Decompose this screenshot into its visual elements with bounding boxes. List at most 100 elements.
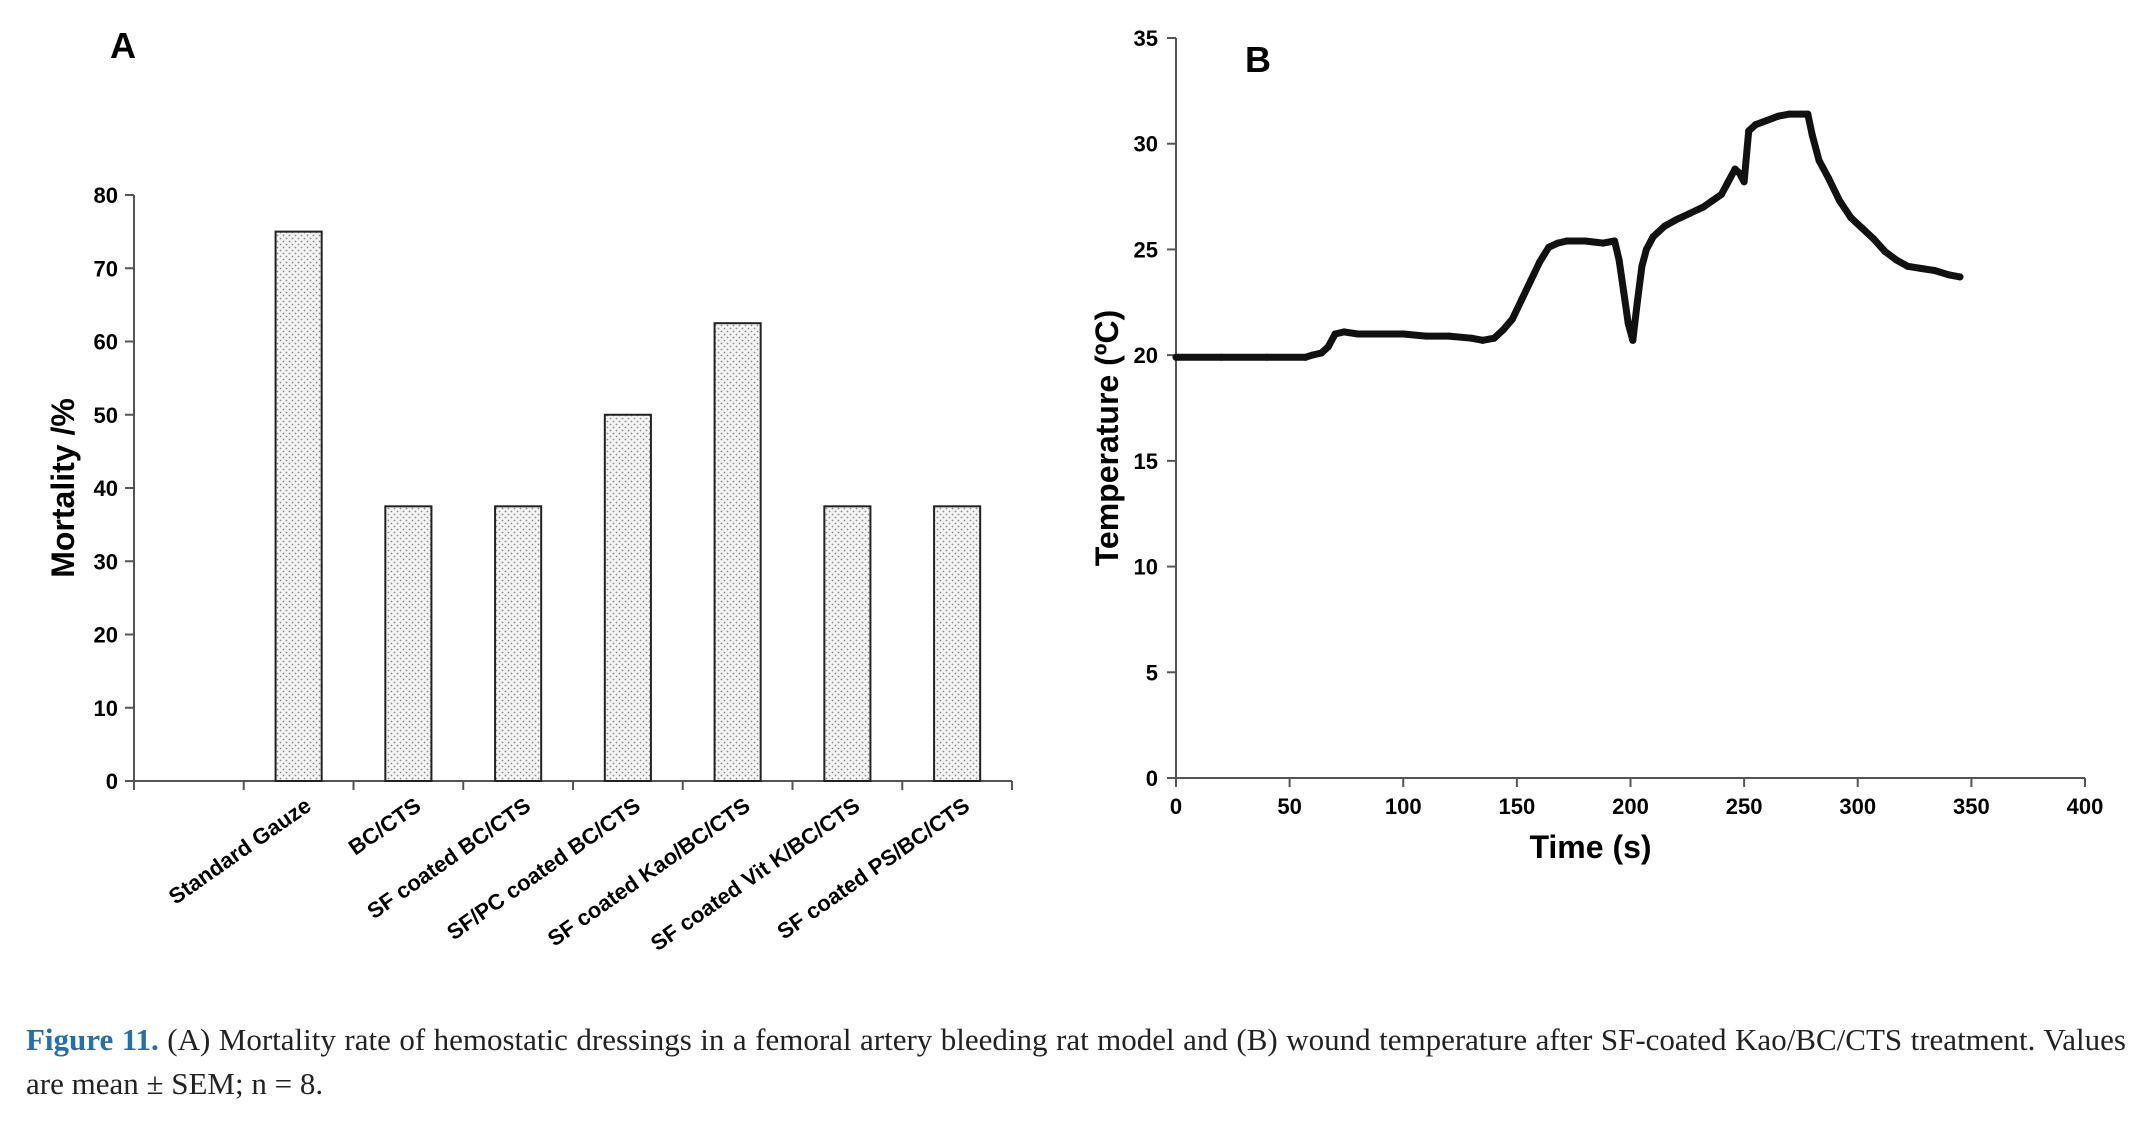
panel-b-data-point xyxy=(1508,315,1516,323)
panel-b-data-point xyxy=(1517,296,1525,304)
panel-a-y-tick-label: 70 xyxy=(94,256,118,281)
panel-b-data-point xyxy=(1649,233,1657,241)
panel-b-data-point xyxy=(1774,112,1782,120)
panel-b-x-tick-label: 150 xyxy=(1499,794,1536,819)
panel-b-data-point xyxy=(1858,224,1866,232)
panel-a-bar xyxy=(823,505,872,782)
panel-b-data-point xyxy=(1870,235,1878,243)
panel-b-data-point xyxy=(1563,237,1571,245)
panel-b-x-tick-label: 300 xyxy=(1839,794,1876,819)
panel-a-category-label: SF coated Kao/BC/CTS xyxy=(543,793,755,952)
panel-b-data-point xyxy=(1172,353,1180,361)
panel-b-data-point xyxy=(1736,169,1744,177)
panel-b-data-point xyxy=(1499,326,1507,334)
panel-b-data-point xyxy=(1467,334,1475,342)
panel-b-data-point xyxy=(1786,110,1794,118)
panel-b-data-point xyxy=(1624,319,1632,327)
panel-b-data-point xyxy=(1797,110,1805,118)
panel-b-data-point xyxy=(1324,343,1332,351)
panel-b-data-point xyxy=(1847,214,1855,222)
panel-b-data-point xyxy=(1731,165,1739,173)
panel-b-data-point xyxy=(1708,197,1716,205)
panel-b-data-point xyxy=(1545,243,1553,251)
panel-a-y-axis-title: Mortality /% xyxy=(45,398,81,578)
panel-b-data-point xyxy=(1422,332,1430,340)
panel-b-data-point xyxy=(1956,273,1964,281)
panel-a-category-label: SF coated PS/BC/CTS xyxy=(772,793,974,945)
panel-b-data-point xyxy=(1217,353,1225,361)
panel-b-data-point xyxy=(1527,277,1535,285)
panel-b-data-point xyxy=(1445,332,1453,340)
panel-b-data-point xyxy=(1638,262,1646,270)
panel-b-x-tick-label: 100 xyxy=(1385,794,1422,819)
panel-b-data-point xyxy=(1945,271,1953,279)
panel-b-data-point xyxy=(1611,237,1619,245)
panel-a-bar xyxy=(384,505,433,782)
panel-b-data-point xyxy=(1740,178,1748,186)
panel-b-data-point xyxy=(1490,334,1498,342)
panel-b-data-point xyxy=(1354,330,1362,338)
panel-b-data-point xyxy=(1642,245,1650,253)
panel-b-data-point xyxy=(1377,330,1385,338)
panel-b-data-point xyxy=(1804,110,1812,118)
panel-a-y-tick-label: 80 xyxy=(94,183,118,208)
panel-a-y-tick-label: 10 xyxy=(94,696,118,721)
panel-b-x-axis-title: Time (s) xyxy=(1529,829,1651,865)
panel-b-data-point xyxy=(1815,157,1823,165)
panel-b-data-point xyxy=(1633,298,1641,306)
panel-b-data-point xyxy=(1340,328,1348,336)
panel-a-bar xyxy=(494,505,543,782)
panel-b-x-tick-label: 400 xyxy=(2067,794,2104,819)
panel-b-data-point xyxy=(1686,209,1694,217)
panel-b-y-tick-label: 25 xyxy=(1134,237,1158,262)
panel-b-y-tick-label: 0 xyxy=(1146,766,1158,791)
panel-b-data-point xyxy=(1479,336,1487,344)
panel-b-data-point xyxy=(1824,174,1832,182)
panel-b-data-point xyxy=(1615,256,1623,264)
panel-a-y-tick-label: 20 xyxy=(94,623,118,648)
panel-a-label: A xyxy=(110,25,136,66)
panel-a-category-label: SF coated Vit K/BC/CTS xyxy=(646,793,864,956)
figure-caption: Figure 11. (A) Mortality rate of hemosta… xyxy=(26,1018,2126,1106)
panel-b-x-tick-label: 350 xyxy=(1953,794,1990,819)
panel-b-y-tick-label: 20 xyxy=(1134,343,1158,368)
panel-b-data-point xyxy=(1904,262,1912,270)
panel-a-y-tick-label: 60 xyxy=(94,330,118,355)
panel-b-data-point xyxy=(1661,222,1669,230)
panel-b-data-point xyxy=(1581,237,1589,245)
panel-a-bar xyxy=(274,230,323,782)
panel-b-data-point xyxy=(1808,131,1816,139)
panel-b-y-tick-label: 15 xyxy=(1134,449,1158,474)
panel-b-data-point xyxy=(1399,330,1407,338)
panel-a-y-tick-label: 30 xyxy=(94,549,118,574)
panel-b-data-point xyxy=(1917,264,1925,272)
panel-a-bar xyxy=(933,505,982,782)
panel-b-data-point xyxy=(1881,248,1889,256)
panel-b-x-tick-label: 200 xyxy=(1612,794,1649,819)
panel-b-series-line xyxy=(1172,110,1964,361)
panel-a-category-label: BC/CTS xyxy=(344,793,425,860)
panel-b-data-point xyxy=(1331,330,1339,338)
panel-b-data-point xyxy=(1302,353,1310,361)
panel-b-y-tick-label: 10 xyxy=(1134,555,1158,580)
panel-b-x-tick-label: 50 xyxy=(1277,794,1301,819)
panel-a-y-tick-label: 0 xyxy=(106,769,118,794)
panel-b-data-point xyxy=(1263,353,1271,361)
panel-a-category-label: Standard Gauze xyxy=(164,793,316,910)
panel-b-data-point xyxy=(1892,256,1900,264)
panel-b-data-point xyxy=(1717,190,1725,198)
figure-caption-text: (A) Mortality rate of hemostatic dressin… xyxy=(26,1022,2126,1101)
panel-b-data-point xyxy=(1317,349,1325,357)
panel-a-y-tick-label: 50 xyxy=(94,403,118,428)
panel-a-bar xyxy=(603,413,652,782)
panel-b-label: B xyxy=(1245,39,1271,80)
panel-b-data-point xyxy=(1931,267,1939,275)
panel-b-data-point xyxy=(1745,127,1753,135)
panel-b-data-point xyxy=(1308,351,1316,359)
panel-b-x-tick-label: 250 xyxy=(1726,794,1763,819)
panel-b-data-point xyxy=(1751,121,1759,129)
panel-b-data-point xyxy=(1699,203,1707,211)
